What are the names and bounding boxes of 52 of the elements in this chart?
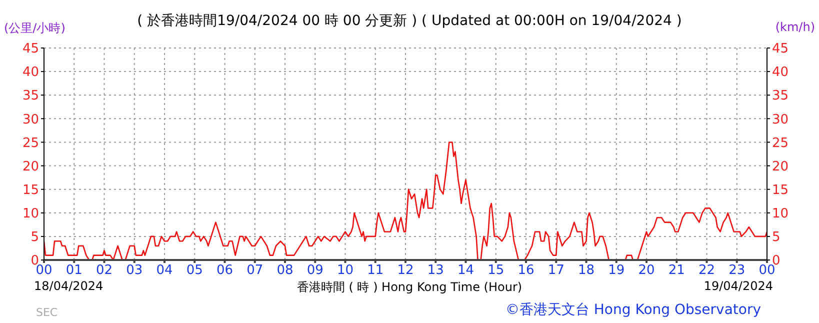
x-tick-label: 13 (427, 263, 444, 278)
text: 18/04/2024 (34, 279, 104, 293)
y2-tick-label: 20 (772, 159, 789, 174)
y2-tick-label: 40 (772, 65, 789, 80)
x-tick-label: 03 (126, 263, 143, 278)
x-tick-label: 15 (488, 263, 504, 278)
x-tick-label: 19 (608, 263, 625, 278)
x-tick-label: 08 (276, 263, 294, 278)
y-tick-label: 30 (22, 112, 39, 128)
y2-axis-title: (km/h) (775, 20, 815, 34)
y-tick-label: 15 (22, 182, 39, 198)
y-tick-label: 45 (22, 42, 39, 57)
x-tick-label: 09 (306, 263, 324, 278)
x-tick-label: 04 (156, 263, 173, 278)
x-tick-label: 11 (367, 263, 384, 278)
x-tick-label: 05 (186, 263, 203, 278)
x-tick-label: 20 (638, 263, 655, 278)
y2-tick-label: 5 (772, 230, 780, 246)
x-tick-label: 06 (216, 263, 234, 278)
chart-title: ( 於香港時間19/04/2024 00 時 00 分更新 ) ( Updated at 00:00H on 19/04/2024 ) (137, 13, 682, 29)
y2-tick-label: 35 (772, 88, 789, 104)
text: ©香港天文台 Hong Kong Observatory (505, 301, 761, 319)
text: 19/04/2024 (704, 279, 773, 293)
y2-tick-label: 10 (772, 206, 789, 222)
x-tick-label: 02 (96, 263, 113, 278)
y-tick-label: 5 (30, 230, 39, 246)
y-tick-label: 40 (22, 65, 39, 80)
x-tick-label: 18 (578, 263, 595, 278)
x-tick-label: 22 (698, 263, 716, 278)
x-tick-label: 17 (548, 263, 564, 278)
x-tick-label: 10 (336, 263, 354, 278)
line-series (44, 142, 767, 260)
y2-tick-label: 45 (772, 42, 789, 57)
x-tick-label: 12 (397, 263, 414, 278)
text: SEC (36, 306, 58, 319)
y-tick-label: 20 (22, 159, 39, 174)
x-axis-title: 香港時間 ( 時 ) Hong Kong Time (Hour) (296, 280, 522, 294)
y-tick-label: 35 (22, 88, 39, 104)
y-tick-label: 10 (22, 206, 39, 222)
y-axis-title: (公里/小時) (4, 20, 66, 37)
x-tick-label: 16 (518, 263, 534, 278)
x-tick-label: 23 (728, 263, 746, 278)
y2-tick-label: 15 (772, 182, 789, 198)
x-tick-label: 14 (457, 263, 474, 278)
y2-tick-label: 30 (772, 112, 789, 128)
x-tick-label: 21 (668, 263, 685, 278)
x-tick-label: 07 (246, 263, 264, 278)
x-tick-label: 00 (758, 263, 776, 278)
x-tick-label: 01 (66, 263, 82, 278)
x-tick-label: 00 (36, 263, 52, 278)
y2-tick-label: 25 (772, 136, 789, 151)
y-tick-label: 25 (22, 136, 39, 151)
